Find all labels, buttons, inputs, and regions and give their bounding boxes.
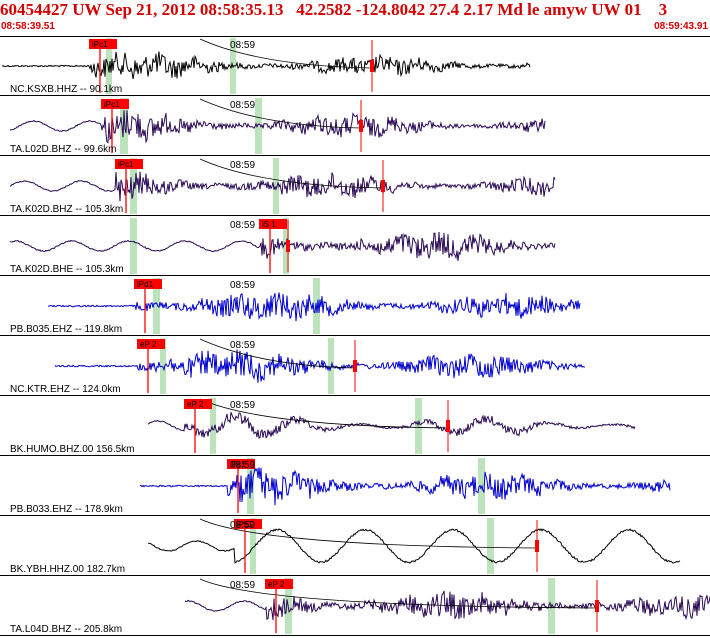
pick-window [153, 278, 160, 334]
trace-row[interactable]: iPd1 08:59 PB.B035.EHZ -- 119.8km [0, 278, 710, 336]
waveform-trace[interactable] [47, 292, 581, 322]
coda-fit-line [199, 38, 373, 69]
window-end-time: 08:59:43.91 [654, 21, 708, 32]
trace-row[interactable]: iPc1 08:59 NC.KSXB.HHZ -- 90.1km [0, 36, 710, 96]
pick-label: eP 2 [187, 400, 204, 409]
coda-fit-line [199, 98, 362, 129]
pick-flag[interactable] [259, 219, 287, 229]
trace-row[interactable]: eP 2 08:59 BK.HUMO.BHZ.00 156.5km [0, 398, 710, 456]
pick-label: iPc1 [104, 100, 120, 109]
minute-tick-label: 08:59 [230, 160, 255, 171]
station-label: NC.KTR.EHZ -- 124.0km [10, 384, 121, 395]
pick-window [106, 38, 112, 94]
pick-flag[interactable] [134, 279, 162, 289]
station-label: BK.HUMO.BHZ.00 156.5km [10, 444, 134, 455]
station-label: TA.K02D.BHZ -- 105.3km [10, 204, 123, 215]
station-label: TA.L02D.BHZ -- 99.6km [10, 144, 117, 155]
pick-flag[interactable] [137, 339, 165, 349]
minute-tick-label: 08:59 [230, 460, 255, 471]
coda-fit-line [199, 518, 538, 549]
coda-fit-line [199, 158, 384, 189]
minute-tick-label: 08:59 [230, 100, 255, 111]
coda-fit-line [199, 398, 449, 429]
waveform-trace[interactable] [147, 412, 636, 439]
amplitude-marker-box [446, 420, 450, 432]
amplitude-marker-box [353, 360, 357, 372]
minute-tick-label: 08:59 [230, 580, 255, 591]
station-label: BK.YBH.HHZ.00 182.7km [10, 564, 125, 575]
trace-row[interactable]: iS 1 08:59 TA.K02D.BHE -- 105.3km [0, 218, 710, 276]
event-header: 60454427 UW Sep 21, 2012 08:58:35.13 42.… [0, 0, 710, 36]
amplitude-marker-box [535, 540, 539, 552]
waveform-trace[interactable] [1, 51, 531, 79]
event-title: 60454427 UW Sep 21, 2012 08:58:35.13 42.… [0, 0, 668, 19]
station-label: PB.B035.EHZ -- 119.8km [10, 324, 122, 335]
pick-flag[interactable] [227, 459, 255, 469]
station-label: TA.L04D.BHZ -- 205.8km [10, 624, 122, 635]
trace-row[interactable]: iPc1 08:59 TA.L02D.BHZ -- 99.6km [0, 98, 710, 156]
pick-flag[interactable] [115, 159, 143, 169]
amplitude-marker-box [359, 120, 363, 132]
pick-label: iPc1 [237, 520, 253, 529]
waveform-trace[interactable] [184, 590, 710, 621]
minute-tick-label: 08:59 [230, 220, 255, 231]
pick-window [250, 518, 256, 574]
station-label: PB.B033.EHZ -- 178.9km [10, 504, 123, 515]
pick-label: iS 1 [262, 220, 276, 229]
waveform-trace[interactable] [147, 528, 681, 564]
amplitude-marker-box [595, 600, 599, 612]
minute-tick-label: 08:59 [230, 280, 255, 291]
station-label: TA.K02D.BHE -- 105.3km [10, 264, 124, 275]
waveform-trace[interactable] [54, 349, 586, 383]
pick-window [273, 158, 279, 214]
pick-label: eP 2 [140, 340, 157, 349]
pick-flag[interactable] [89, 39, 117, 49]
trace-row[interactable]: eP 2 08:59 TA.L04D.BHZ -- 205.8km [0, 578, 710, 636]
pick-flag[interactable] [101, 99, 129, 109]
minute-tick-label: 08:59 [230, 400, 255, 411]
pick-window [415, 398, 422, 454]
pick-label: iPc1 [230, 460, 246, 469]
amplitude-marker-box [370, 60, 374, 72]
pick-label: iPc1 [92, 40, 108, 49]
waveform-trace[interactable] [139, 466, 671, 506]
minute-tick-label: 08:59 [230, 520, 255, 531]
minute-tick-label: 08:59 [230, 40, 255, 51]
coda-fit-line [199, 338, 356, 369]
pick-flag[interactable] [184, 399, 212, 409]
pick-window [130, 218, 137, 274]
waveform-trace[interactable] [9, 171, 556, 202]
trace-row[interactable]: eP 2 08:59 NC.KTR.EHZ -- 124.0km [0, 338, 710, 396]
pick-flag[interactable] [265, 579, 293, 589]
amplitude-marker-box [286, 240, 290, 252]
waveform-trace[interactable] [9, 110, 546, 144]
pick-window [210, 398, 216, 454]
minute-tick-label: 08:59 [230, 340, 255, 351]
pick-flag[interactable] [234, 519, 262, 529]
coda-fit-line [199, 578, 598, 609]
pick-label: iPc1 [118, 160, 134, 169]
pick-window [120, 98, 128, 154]
pick-window [160, 338, 166, 394]
trace-row[interactable]: iPc1 08:59 TA.K02D.BHZ -- 105.3km [0, 158, 710, 216]
window-start-time: 08:58:39.51 [1, 21, 55, 32]
station-label: NC.KSXB.HHZ -- 90.1km [10, 84, 122, 95]
pick-window [487, 518, 494, 574]
pick-window [255, 98, 262, 154]
amplitude-marker-box [381, 180, 385, 192]
waveform-trace[interactable] [9, 231, 556, 262]
pick-label: eP 2 [268, 580, 285, 589]
pick-label: iPd1 [137, 280, 154, 289]
